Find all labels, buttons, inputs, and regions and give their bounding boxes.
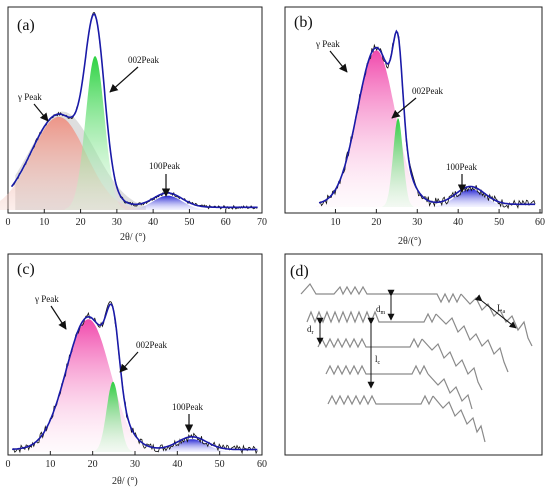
panel-a-label: (a) — [17, 17, 35, 34]
panel-c: (c) 0 10 20 30 40 50 60 2θ/ (°) γ Peak 002Peak… — [6, 253, 267, 487]
panel-c-002-label: 002Peak — [136, 340, 167, 350]
panel-a-gamma-label: γ Peak — [17, 92, 42, 102]
layer-line-5 — [327, 394, 434, 406]
layer-line-1 — [300, 282, 462, 304]
panel-b-curves — [318, 29, 536, 210]
panel-a-fitted-envelope — [10, 13, 258, 209]
panel-a-p100-peak-fill — [121, 195, 215, 210]
panel-b-tick-label: 10 — [330, 217, 340, 228]
panel-c-curves — [12, 300, 258, 455]
panel-a-tick-label: 10 — [39, 217, 49, 228]
panel-c-tick-label: 50 — [215, 459, 225, 470]
panel-c-fitted-envelope — [12, 303, 258, 451]
panel-d-frame — [284, 253, 543, 456]
panel-b-gamma-label: γ Peak — [315, 39, 340, 49]
panel-c-gamma-label: γ Peak — [34, 294, 59, 304]
panel-b-tick-label: 20 — [371, 217, 381, 228]
panel-b-tick-label: 60 — [535, 217, 545, 228]
panel-a-tick-label: 50 — [184, 217, 194, 228]
panel-b-peak-fills — [316, 50, 517, 207]
layer-line-4 — [325, 364, 429, 376]
panel-a-tick-label: 40 — [148, 217, 158, 228]
panel-d-schematic: (d) dm dr lc La — [284, 253, 543, 456]
panel-c-100-label: 100Peak — [172, 402, 203, 412]
panel-c-tick-label: 0 — [6, 459, 11, 470]
panel-a-100-label: 100Peak — [149, 161, 180, 171]
panel-a-002-arrow — [109, 66, 139, 93]
panel-c-peak-fills — [18, 319, 239, 452]
panel-b-fitted-envelope — [318, 29, 536, 206]
panel-c-gamma-peak-fill — [18, 319, 159, 452]
panel-c-002-arrow — [119, 351, 139, 373]
panel-c-tick-label: 10 — [45, 459, 55, 470]
layer-line-8 — [421, 338, 483, 391]
panel-a-frame — [7, 6, 263, 214]
panel-c-tick-label: 20 — [88, 459, 98, 470]
panel-c-tick-label: 60 — [257, 459, 267, 470]
panel-a-tick-label: 20 — [76, 217, 86, 228]
panel-a-tick-label: 70 — [257, 217, 267, 228]
panel-b-x-axis-label: 2θ/(°) — [398, 236, 421, 247]
panel-b-p002-peak-fill — [382, 118, 414, 207]
panel-b-tick-label: 50 — [494, 217, 504, 228]
panel-c-tick-label: 30 — [130, 459, 140, 470]
panel-b-label: (b) — [294, 14, 313, 31]
panel-c-x-axis-label: 2θ/ (°) — [112, 476, 138, 487]
layer-line-2 — [306, 310, 437, 324]
panel-b-gamma-peak-fill — [316, 50, 437, 207]
panel-b-x-axis: 10 20 30 40 50 60 — [330, 209, 545, 228]
panel-a-002-label: 002Peak — [128, 55, 159, 65]
panel-c-x-axis: 0 10 20 30 40 50 60 — [6, 451, 267, 470]
panel-c-label: (c) — [17, 261, 35, 278]
panel-b-gamma-arrow — [329, 50, 348, 73]
panel-a-tick-label: 0 — [6, 217, 11, 228]
panel-a-tick-label: 60 — [221, 217, 231, 228]
panel-b-002-arrow — [391, 97, 417, 119]
dm-label: dm — [376, 304, 386, 316]
panel-b-tick-label: 40 — [453, 217, 463, 228]
panel-c-gamma-arrow — [50, 305, 67, 330]
panel-c-p002-peak-fill — [92, 381, 134, 452]
layer-line-10 — [432, 395, 486, 443]
panel-b: (b) 10 20 30 40 50 60 2θ/(°) γ Peak 002Peak 1… — [284, 6, 545, 247]
panel-a-gamma-peak-fill — [0, 116, 146, 210]
panel-a-gamma-arrow — [33, 103, 49, 122]
panel-c-tick-label: 40 — [172, 459, 182, 470]
panel-a-tick-label: 30 — [112, 217, 122, 228]
panel-c-p100-peak-fill — [146, 439, 239, 452]
layer-line-3 — [317, 337, 423, 349]
panel-a-x-axis-label: 2θ/ (°) — [120, 232, 146, 243]
dr-label: dr — [307, 324, 314, 336]
lc-label: lc — [375, 354, 381, 366]
panel-b-100-label: 100Peak — [446, 162, 477, 172]
la-label: La — [497, 303, 506, 315]
panel-a-p002-peak-fill — [64, 56, 126, 210]
panel-b-tick-label: 30 — [412, 217, 422, 228]
layer-line-7 — [435, 313, 509, 373]
panel-a-curves — [10, 12, 258, 210]
panel-a: (a) 0 10 20 30 40 50 60 70 2θ/ (°) γ Peak 002Pe… — [0, 6, 267, 243]
panel-d-label: (d) — [290, 263, 309, 280]
panel-b-002-label: 002Peak — [412, 86, 443, 96]
la-dimension-arrow — [474, 294, 517, 329]
layer-line-9 — [427, 373, 473, 410]
panel-a-peak-fills — [0, 56, 215, 210]
panel-b-frame — [284, 6, 543, 214]
panel-a-x-axis: 0 10 20 30 40 50 60 70 — [6, 209, 267, 228]
